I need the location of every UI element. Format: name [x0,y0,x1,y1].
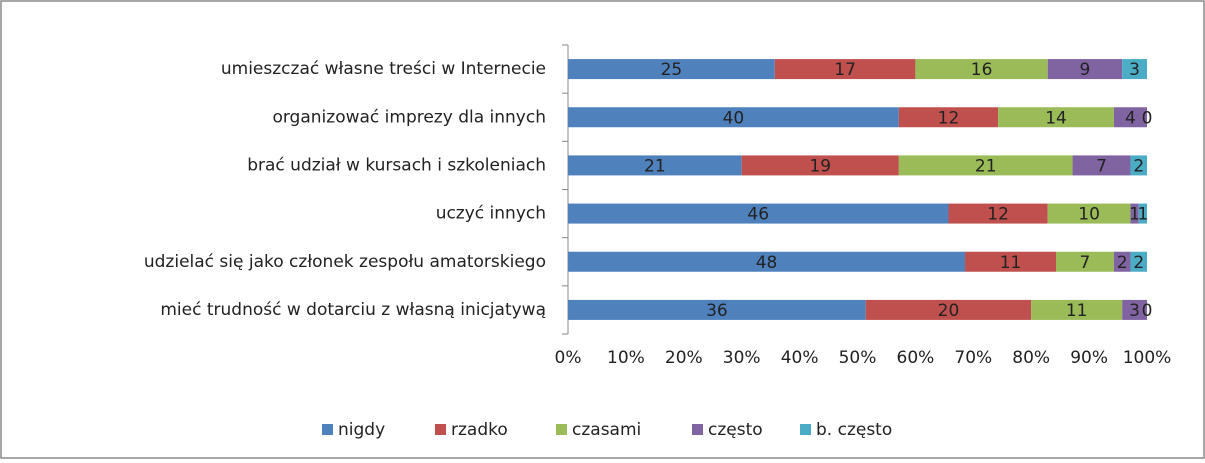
category-label: udzielać się jako członek zespołu amator… [144,252,546,272]
x-tick-label: 20% [665,348,703,368]
bar-segment [568,299,866,320]
bar-segment [774,59,916,80]
x-tick-label: 100% [1123,348,1172,368]
bar-segment [965,251,1057,272]
x-tick-label: 40% [781,348,819,368]
data-label: 2 [1117,253,1128,273]
data-label: 2 [1133,156,1144,176]
data-label: 40 [723,108,745,128]
bar-segment [1047,203,1131,224]
bar-segment [1130,155,1147,176]
bar-segment [1113,251,1131,272]
bar-segment [568,59,775,80]
legend-swatch [692,424,703,435]
data-label: 17 [834,60,856,80]
legend-swatch [322,424,333,435]
data-label: 46 [747,205,769,225]
data-label: 12 [938,108,960,128]
bar-segment [1056,251,1114,272]
bar-segment [948,203,1048,224]
data-label: 36 [706,301,728,321]
bar-segment [1130,203,1139,224]
bar-segment [1138,203,1147,224]
x-tick-label: 10% [607,348,645,368]
data-label: 7 [1096,156,1107,176]
data-label: 21 [644,156,666,176]
data-label: 4 [1125,108,1136,128]
bar-segment [898,107,999,128]
bar-segment [1113,107,1147,128]
category-label: organizować imprezy dla innych [272,107,546,127]
legend-label: czasami [572,420,641,440]
data-label: 21 [975,156,997,176]
x-tick-label: 90% [1070,348,1108,368]
category-label: umieszczać własne treści w Internecie [221,59,546,79]
x-tick-label: 50% [839,348,877,368]
category-label: brać udział w kursach i szkoleniach [247,155,546,175]
bar-segment [741,155,899,176]
x-tick-label: 0% [555,348,582,368]
data-label: 12 [987,205,1009,225]
data-label: 25 [661,60,683,80]
bar-segment [568,155,742,176]
data-label: 16 [971,60,993,80]
x-tick-label: 30% [723,348,761,368]
bar-segment [568,251,966,272]
data-label: 11 [1066,301,1088,321]
legend-swatch [435,424,446,435]
bar-segment [1047,59,1123,80]
data-label: 9 [1080,60,1091,80]
legend-label: często [708,420,763,440]
data-label: 2 [1133,253,1144,273]
x-tick-label: 70% [954,348,992,368]
bar-segment [1130,251,1147,272]
data-label: 19 [809,156,831,176]
data-label: 10 [1078,205,1100,225]
bar-segment [568,107,899,128]
data-label: 3 [1129,60,1140,80]
x-tick-label: 60% [897,348,935,368]
data-label: 0 [1142,301,1153,321]
bar-segment [1122,299,1147,320]
category-label: uczyć innych [436,204,546,224]
bar-segment [998,107,1114,128]
legend-label: rzadko [451,420,508,440]
x-tick-label: 80% [1012,348,1050,368]
legend-label: b. często [816,420,892,440]
bar-segment [915,59,1048,80]
data-label: 1 [1129,205,1140,225]
bar-segment [865,299,1032,320]
data-label: 20 [938,301,960,321]
bar-segment [898,155,1073,176]
bar-segment [1122,59,1147,80]
bar-segment [1072,155,1131,176]
data-label: 0 [1142,108,1153,128]
data-label: 48 [756,253,778,273]
data-label: 3 [1129,301,1140,321]
legend-label: nigdy [338,420,385,440]
data-label: 1 [1137,205,1148,225]
data-label: 14 [1045,108,1067,128]
legend-swatch [800,424,811,435]
data-label: 7 [1080,253,1091,273]
bar-segment [568,203,949,224]
bar-segment [1031,299,1123,320]
legend-swatch [556,424,567,435]
category-label: mieć trudność w dotarciu z własną inicja… [160,300,546,320]
data-label: 11 [1000,253,1022,273]
